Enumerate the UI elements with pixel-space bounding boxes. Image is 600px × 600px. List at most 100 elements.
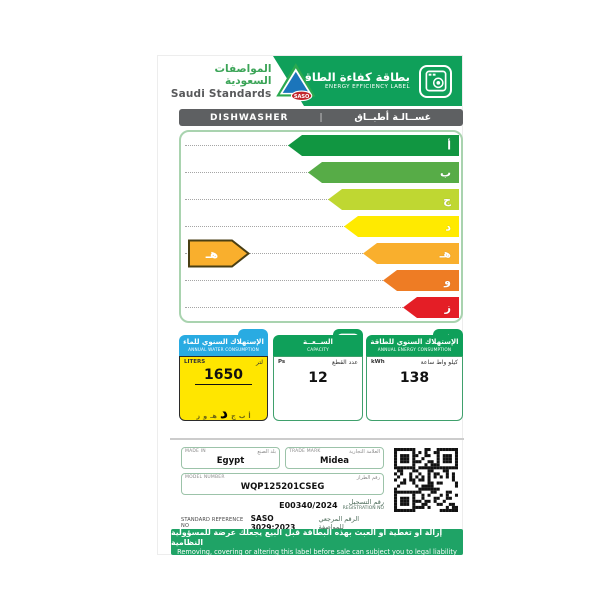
warning-arabic: إزالة أو تغطية أو العبث بهذه البطاقة قبل…: [171, 528, 443, 547]
energy-consumption-card: الإستهلاك السنوي للطاقة ANNUAL ENERGY CO…: [366, 329, 463, 421]
efficiency-row-6: و: [181, 267, 461, 294]
registration-label-arabic: رقم التسجيل: [348, 497, 384, 506]
saso-logo-icon: SASO: [276, 63, 316, 102]
brand-text: المواصفات السعودية Saudi Standards: [170, 64, 272, 100]
dishwasher-icon: [419, 64, 452, 98]
rating-arrow-letter: ج: [443, 193, 451, 206]
energy-label-titles: بطاقة كفاءة الطاقة ENERGY EFFICIENCY LAB…: [297, 70, 410, 91]
efficiency-row-2: ب: [181, 159, 461, 186]
efficiency-row-4: د: [181, 213, 461, 240]
legal-warning-bar: إزالة أو تغطية أو العبث بهذه البطاقة قبل…: [171, 528, 463, 556]
saso-logo-text: SASO: [294, 94, 310, 100]
rating-arrow: ز: [403, 297, 459, 318]
capacity-title-arabic: الســعــة: [303, 337, 333, 346]
trade-mark-label-arabic: العلامة التجارية: [349, 449, 380, 455]
dotted-guide-line: [185, 280, 457, 281]
rating-indicator-arrow: هـ: [188, 239, 250, 268]
product-name-english: DISHWASHER: [210, 112, 289, 123]
water-card-body: LITERS لتر 1650 أ ب ج د هـ و ز: [179, 356, 268, 421]
energy-unit-arabic: كيلو واط ساعة: [420, 359, 458, 366]
water-scale-letter: ج: [231, 411, 236, 420]
model-number-value: WQP125201CSEG: [240, 482, 325, 492]
efficiency-scale: أ ب ج د هـ و ز هـ: [179, 130, 463, 323]
water-title-english: ANNUAL WATER CONSUMPTION: [188, 346, 259, 352]
water-scale-letter: ز: [196, 411, 201, 420]
rating-arrow-letter: ز: [444, 301, 451, 314]
water-unit-arabic: لتر: [256, 359, 263, 366]
water-unit-english: LITERS: [184, 359, 206, 365]
product-title-bar: DISHWASHER | غســالـة أطبــاق: [179, 109, 463, 126]
water-card-header: الإستهلاك السنوي للماء ANNUAL WATER CONS…: [179, 335, 268, 356]
rating-arrow-letter: و: [444, 274, 451, 287]
model-number-field: MODEL NUMBER رقم الطراز WQP125201CSEG: [181, 473, 384, 495]
registration-value: E00340/2024: [279, 500, 338, 510]
efficiency-row-7: ز: [181, 294, 461, 321]
dotted-guide-line: [185, 253, 457, 254]
capacity-card: الســعــة CAPACITY Ps عدد القطع 12: [273, 329, 363, 421]
energy-title-arabic: الإستهلاك السنوي للطاقة: [370, 337, 459, 346]
rating-arrow: د: [344, 216, 459, 237]
section-divider: [170, 438, 464, 440]
efficiency-row-3: ج: [181, 186, 461, 213]
standard-label-arabic: الرقم المرجعي للمواصفة: [318, 515, 360, 531]
registration-labels: رقم التسجيل REGISTRATION NO: [342, 497, 384, 512]
trade-mark-value: Midea: [320, 456, 349, 466]
energy-efficiency-label: بطاقة كفاءة الطاقة ENERGY EFFICIENCY LAB…: [157, 55, 464, 556]
dotted-guide-line: [185, 226, 457, 227]
rating-arrow: هـ: [363, 243, 459, 264]
water-rating-letters: أ ب ج د هـ و ز: [180, 403, 267, 422]
rating-arrow: ج: [328, 189, 459, 210]
label-header: بطاقة كفاءة الطاقة ENERGY EFFICIENCY LAB…: [158, 56, 462, 106]
brand-english: Saudi Standards: [170, 87, 272, 100]
rating-arrow-letter: أ: [447, 139, 451, 152]
qr-code: [394, 448, 458, 512]
efficiency-row-1: أ: [181, 132, 461, 159]
water-consumption-card: الإستهلاك السنوي للماء ANNUAL WATER CONS…: [179, 329, 268, 421]
energy-unit-english: kWh: [371, 359, 385, 365]
energy-card-header: الإستهلاك السنوي للطاقة ANNUAL ENERGY CO…: [366, 335, 463, 356]
capacity-unit-arabic: عدد القطع: [332, 359, 358, 366]
model-label-arabic: رقم الطراز: [356, 475, 380, 481]
capacity-card-header: الســعــة CAPACITY: [273, 335, 363, 356]
water-scale-letter: أ: [248, 411, 251, 420]
dotted-guide-line: [185, 307, 457, 308]
rating-arrow-letter: هـ: [439, 247, 451, 260]
capacity-unit-english: Ps: [278, 359, 286, 365]
water-scale-letter: ب: [238, 411, 246, 420]
made-in-label-english: MADE IN: [185, 449, 206, 454]
dotted-guide-line: [185, 199, 457, 200]
made-in-value: Egypt: [216, 456, 245, 466]
label-title-arabic: بطاقة كفاءة الطاقة: [297, 70, 410, 85]
warning-english: Removing, covering or altering this labe…: [177, 547, 457, 556]
energy-card-body: kWh كيلو واط ساعة 138: [366, 356, 463, 421]
water-scale-letter: و: [203, 411, 208, 420]
product-name-arabic: غســالـة أطبــاق: [354, 112, 432, 123]
made-in-field: MADE IN بلد الصنع Egypt: [181, 447, 280, 469]
standard-reference-value: SASO 3029:2023: [250, 514, 296, 532]
rating-arrow-letter: ب: [439, 166, 451, 179]
efficiency-row-5: هـ: [181, 240, 461, 267]
rating-arrow: و: [383, 270, 459, 291]
rating-arrow: ب: [308, 162, 459, 183]
label-title-english: ENERGY EFFICIENCY LABEL: [324, 84, 410, 91]
standard-label-english: STANDARD REFERENCE NO: [181, 517, 244, 529]
made-in-label-arabic: بلد الصنع: [257, 449, 276, 455]
standard-reference-row: STANDARD REFERENCE NO SASO 3029:2023 الر…: [181, 514, 384, 532]
saudi-standards-brand: المواصفات السعودية Saudi Standards SASO: [170, 61, 318, 103]
product-bar-divider: |: [319, 112, 323, 123]
capacity-title-english: CAPACITY: [307, 346, 329, 352]
trade-mark-label-english: TRADE MARK: [289, 449, 321, 454]
model-label-english: MODEL NUMBER: [185, 475, 225, 480]
capacity-value: 12: [308, 370, 328, 386]
rating-arrow: أ: [288, 135, 459, 156]
water-scale-letter: د: [219, 403, 229, 422]
rating-indicator-letter: هـ: [205, 246, 219, 261]
registration-label-english: REGISTRATION NO: [342, 505, 384, 511]
rating-arrow-letter: د: [445, 220, 451, 233]
energy-value: 138: [399, 370, 430, 386]
water-title-arabic: الإستهلاك السنوي للماء: [183, 337, 264, 346]
water-consumption-value: 1650: [180, 367, 267, 385]
registration-row: E00340/2024 رقم التسجيل REGISTRATION NO: [181, 497, 384, 513]
trade-mark-field: TRADE MARK العلامة التجارية Midea: [285, 447, 384, 469]
